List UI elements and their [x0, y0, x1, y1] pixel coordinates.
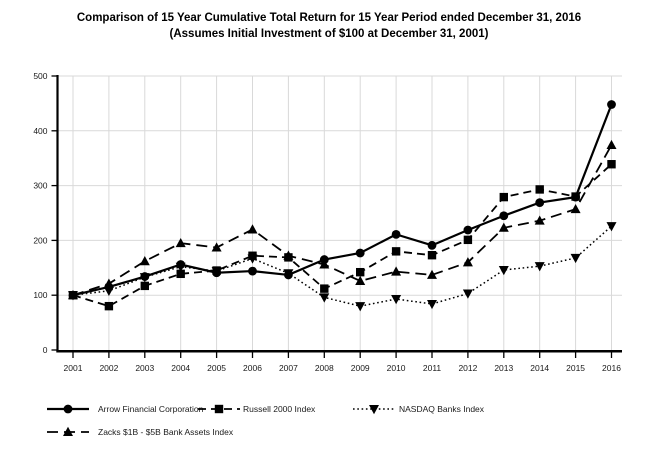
- svg-text:2007: 2007: [279, 363, 298, 373]
- svg-text:2013: 2013: [494, 363, 513, 373]
- svg-text:500: 500: [33, 71, 47, 81]
- legend-item-nasdaq-banks: NASDAQ Banks Index: [352, 402, 484, 416]
- svg-text:2015: 2015: [566, 363, 585, 373]
- svg-text:200: 200: [33, 235, 47, 245]
- svg-text:300: 300: [33, 181, 47, 191]
- y-axis: 0 100 200 300 400 500: [33, 71, 59, 355]
- legend-sample-dotted-triangle-down-icon: [352, 402, 396, 416]
- legend-label-zacks-bank-assets: Zacks $1B - $5B Bank Assets Index: [98, 427, 234, 437]
- svg-text:2009: 2009: [351, 363, 370, 373]
- legend-sample-solid-circle-icon: [46, 402, 90, 416]
- gridlines: [57, 75, 622, 350]
- legend-sample-longdash-triangle-up-icon: [46, 425, 90, 439]
- svg-text:2006: 2006: [243, 363, 262, 373]
- svg-text:2002: 2002: [99, 363, 118, 373]
- chart-title-line2: (Assumes Initial Investment of $100 at D…: [169, 28, 489, 40]
- svg-text:2010: 2010: [387, 363, 406, 373]
- legend-label-russell-2000: Russell 2000 Index: [243, 404, 316, 414]
- x-axis: 2001 2002 2003 2004 2005 2006 2007 2008 2009 2010…: [56, 349, 622, 373]
- legend-item-arrow-financial: Arrow Financial Corporation: [46, 402, 203, 416]
- legend-label-nasdaq-banks: NASDAQ Banks Index: [399, 404, 485, 414]
- svg-text:2016: 2016: [602, 363, 621, 373]
- svg-text:2014: 2014: [530, 363, 549, 373]
- series-nasdaq-banks-index: [68, 222, 617, 312]
- svg-text:2005: 2005: [207, 363, 226, 373]
- svg-text:400: 400: [33, 126, 47, 136]
- svg-text:2001: 2001: [64, 363, 83, 373]
- legend-sample-dashed-square-icon: [197, 402, 241, 416]
- series-arrow-financial-corporation: [68, 100, 616, 300]
- svg-text:0: 0: [43, 345, 48, 355]
- svg-text:100: 100: [33, 290, 47, 300]
- series-russell-2000-index: [68, 160, 616, 311]
- legend-item-russell-2000: Russell 2000 Index: [197, 402, 315, 416]
- svg-text:2012: 2012: [458, 363, 477, 373]
- svg-text:2003: 2003: [135, 363, 154, 373]
- chart-title-line1: Comparison of 15 Year Cumulative Total R…: [76, 12, 582, 24]
- svg-text:2008: 2008: [315, 363, 334, 373]
- legend-item-zacks-bank-assets: Zacks $1B - $5B Bank Assets Index: [46, 425, 233, 439]
- svg-text:2011: 2011: [423, 363, 442, 373]
- svg-text:2004: 2004: [171, 363, 190, 373]
- chart-title: Comparison of 15 Year Cumulative Total R…: [0, 10, 658, 42]
- legend-label-arrow-financial: Arrow Financial Corporation: [98, 404, 204, 414]
- line-chart-plot: 0 100 200 300 400 500 2001 2002 2003 2004 2005 2006…: [33, 71, 622, 373]
